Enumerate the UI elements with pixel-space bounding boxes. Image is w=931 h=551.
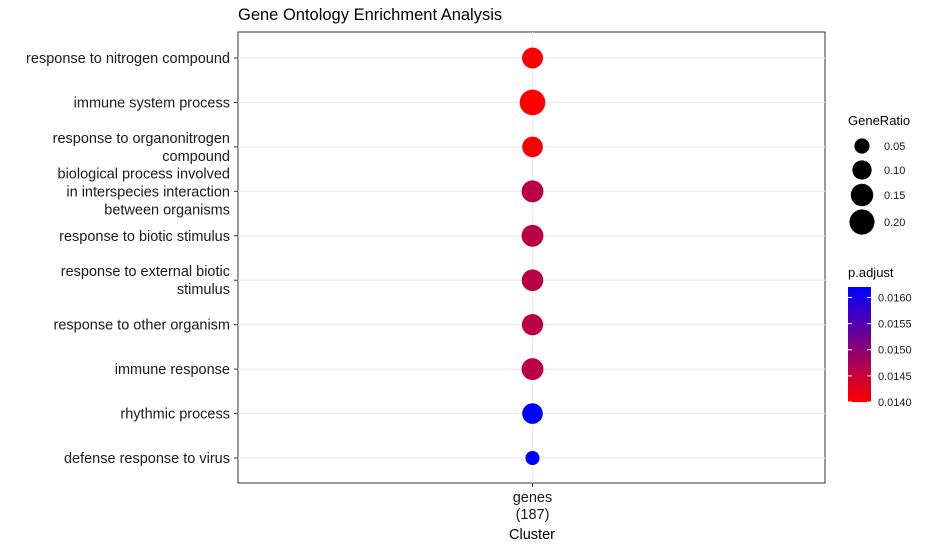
color-legend-label: 0.0140 — [878, 397, 912, 409]
x-axis-ticks: genes(187) — [513, 483, 553, 523]
data-point — [521, 358, 544, 381]
data-points — [519, 47, 546, 466]
plot-panel — [237, 31, 826, 484]
y-tick-label: response to organonitrogen — [53, 131, 230, 147]
color-legend-label: 0.0160 — [878, 292, 912, 304]
color-legend-label: 0.0150 — [878, 345, 912, 357]
size-legend-key — [849, 209, 875, 235]
data-point — [521, 180, 544, 203]
y-tick-label: rhythmic process — [120, 407, 230, 423]
y-tick-label: immune system process — [74, 95, 230, 111]
size-legend-label: 0.15 — [884, 190, 905, 202]
data-point — [519, 89, 546, 116]
data-point — [521, 269, 544, 292]
size-legend-key — [854, 138, 870, 154]
size-legend-key — [850, 183, 874, 207]
y-axis-ticks: response to nitrogen compound immune syst… — [26, 51, 238, 467]
chart-title: Gene Ontology Enrichment Analysis — [238, 6, 502, 24]
y-tick-label: response to external biotic — [61, 264, 230, 280]
size-legend-label: 0.20 — [884, 217, 905, 229]
size-legend: GeneRatio 0.05 0.10 0.15 0.20 — [848, 113, 910, 235]
color-legend-label: 0.0145 — [878, 371, 912, 383]
size-legend-key — [852, 160, 872, 180]
data-point — [522, 136, 543, 158]
x-tick-label: genes — [513, 490, 553, 506]
x-axis-title: Cluster — [509, 527, 555, 543]
y-tick-label: immune response — [115, 362, 230, 378]
data-point — [525, 450, 540, 466]
y-tick-label: compound — [162, 149, 230, 165]
data-point — [522, 403, 543, 424]
color-legend: p.adjust 0.0160 0.0155 0.0150 0.0145 0.0140 — [848, 265, 912, 409]
data-point — [522, 47, 543, 69]
y-tick-label: biological process involved — [58, 166, 231, 182]
y-tick-label: between organisms — [104, 202, 230, 218]
size-legend-label: 0.10 — [884, 165, 905, 177]
color-legend-title: p.adjust — [848, 265, 894, 280]
y-tick-label: response to other organism — [53, 318, 230, 334]
color-legend-label: 0.0155 — [878, 319, 912, 331]
y-tick-label: response to biotic stimulus — [59, 229, 230, 245]
y-tick-label: in interspecies interaction — [66, 184, 230, 200]
data-point — [521, 314, 544, 336]
size-legend-title: GeneRatio — [848, 113, 910, 128]
data-point — [521, 224, 544, 247]
color-bar — [848, 287, 871, 402]
size-legend-label: 0.05 — [884, 141, 905, 153]
y-tick-label: response to nitrogen compound — [26, 51, 230, 67]
y-tick-label: defense response to virus — [64, 451, 230, 467]
y-tick-label: stimulus — [177, 282, 230, 298]
x-tick-label: (187) — [516, 507, 550, 523]
